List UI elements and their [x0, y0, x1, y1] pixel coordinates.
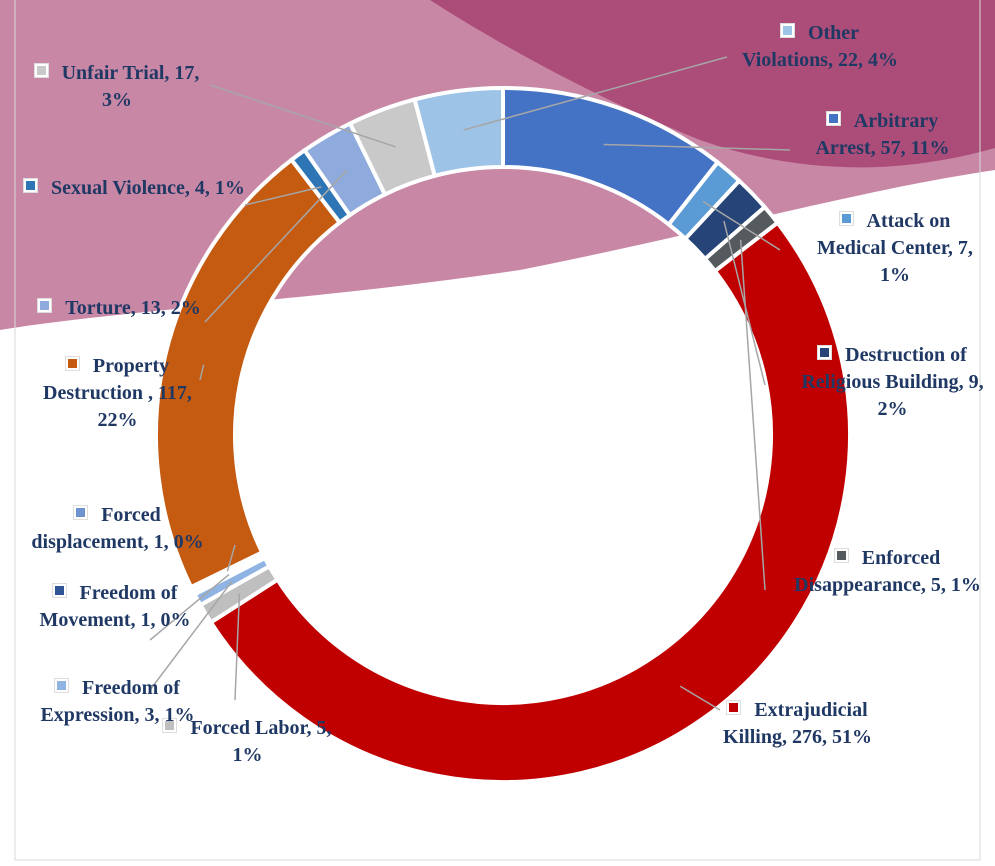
data-label: Attack on Medical Center, 7, 1% — [815, 208, 975, 289]
data-label: Enforced Disappearance, 5, 1% — [790, 545, 985, 599]
label-marker — [838, 211, 854, 226]
data-label: Forced Labor, 5, 1% — [160, 715, 335, 769]
data-label: Freedom of Movement, 1, 0% — [30, 580, 200, 634]
leader-line — [702, 200, 781, 251]
label-text: Other Violations, 22, 4% — [742, 22, 898, 71]
donut-slice — [208, 219, 852, 784]
label-marker — [64, 356, 80, 371]
label-text: Freedom of Movement, 1, 0% — [39, 582, 191, 631]
leader-line — [226, 544, 236, 572]
label-marker — [779, 23, 795, 38]
label-text: Arbitrary Arrest, 57, 11% — [815, 110, 950, 159]
label-marker — [817, 345, 833, 360]
data-label: Destruction of Religious Building, 9, 2% — [800, 342, 985, 423]
leader-line — [234, 593, 241, 701]
data-label: Forced displacement, 1, 0% — [30, 502, 205, 556]
label-text: Attack on Medical Center, 7, 1% — [817, 210, 973, 286]
label-text: Extrajudicial Killing, 276, 51% — [723, 699, 872, 748]
data-label: Other Violations, 22, 4% — [740, 20, 900, 74]
leader-line — [603, 143, 791, 151]
leader-line — [149, 573, 230, 641]
label-marker — [73, 505, 89, 520]
background-dark — [430, 0, 995, 168]
leader-line — [209, 84, 396, 148]
leader-line — [204, 169, 348, 323]
label-marker — [51, 583, 67, 598]
label-marker — [54, 678, 70, 693]
leader-line — [199, 364, 205, 381]
label-marker — [162, 718, 178, 733]
label-text: Property Destruction , 117, 22% — [43, 355, 192, 431]
label-marker — [37, 298, 53, 313]
label-text: Unfair Trial, 17, 3% — [61, 62, 200, 111]
data-label: Property Destruction , 117, 22% — [30, 353, 205, 434]
label-text: Destruction of Religious Building, 9, 2% — [801, 344, 984, 420]
label-marker — [825, 111, 841, 126]
data-label: Extrajudicial Killing, 276, 51% — [705, 697, 890, 751]
frame — [14, 0, 981, 861]
label-text: Forced displacement, 1, 0% — [31, 504, 204, 553]
label-marker — [833, 548, 849, 563]
data-label: Arbitrary Arrest, 57, 11% — [815, 108, 950, 162]
data-label: Sexual Violence, 4, 1% — [22, 175, 247, 202]
data-label: Unfair Trial, 17, 3% — [22, 60, 212, 114]
leader-line — [463, 56, 728, 131]
label-text: Torture, 13, 2% — [65, 297, 201, 319]
leader-line — [739, 239, 766, 591]
leader-line — [244, 186, 322, 206]
label-text: Freedom of Expression, 3, 1% — [40, 677, 195, 726]
leader-line — [679, 685, 721, 711]
label-text: Enforced Disappearance, 5, 1% — [794, 547, 981, 596]
donut-slice — [412, 85, 505, 179]
label-marker — [23, 178, 39, 193]
label-text: Forced Labor, 5, 1% — [190, 717, 332, 766]
leader-line — [149, 580, 233, 691]
label-text: Sexual Violence, 4, 1% — [51, 177, 245, 199]
data-label: Freedom of Expression, 3, 1% — [30, 675, 205, 729]
data-label: Torture, 13, 2% — [22, 295, 217, 322]
label-marker — [726, 700, 742, 715]
label-marker — [33, 63, 49, 78]
